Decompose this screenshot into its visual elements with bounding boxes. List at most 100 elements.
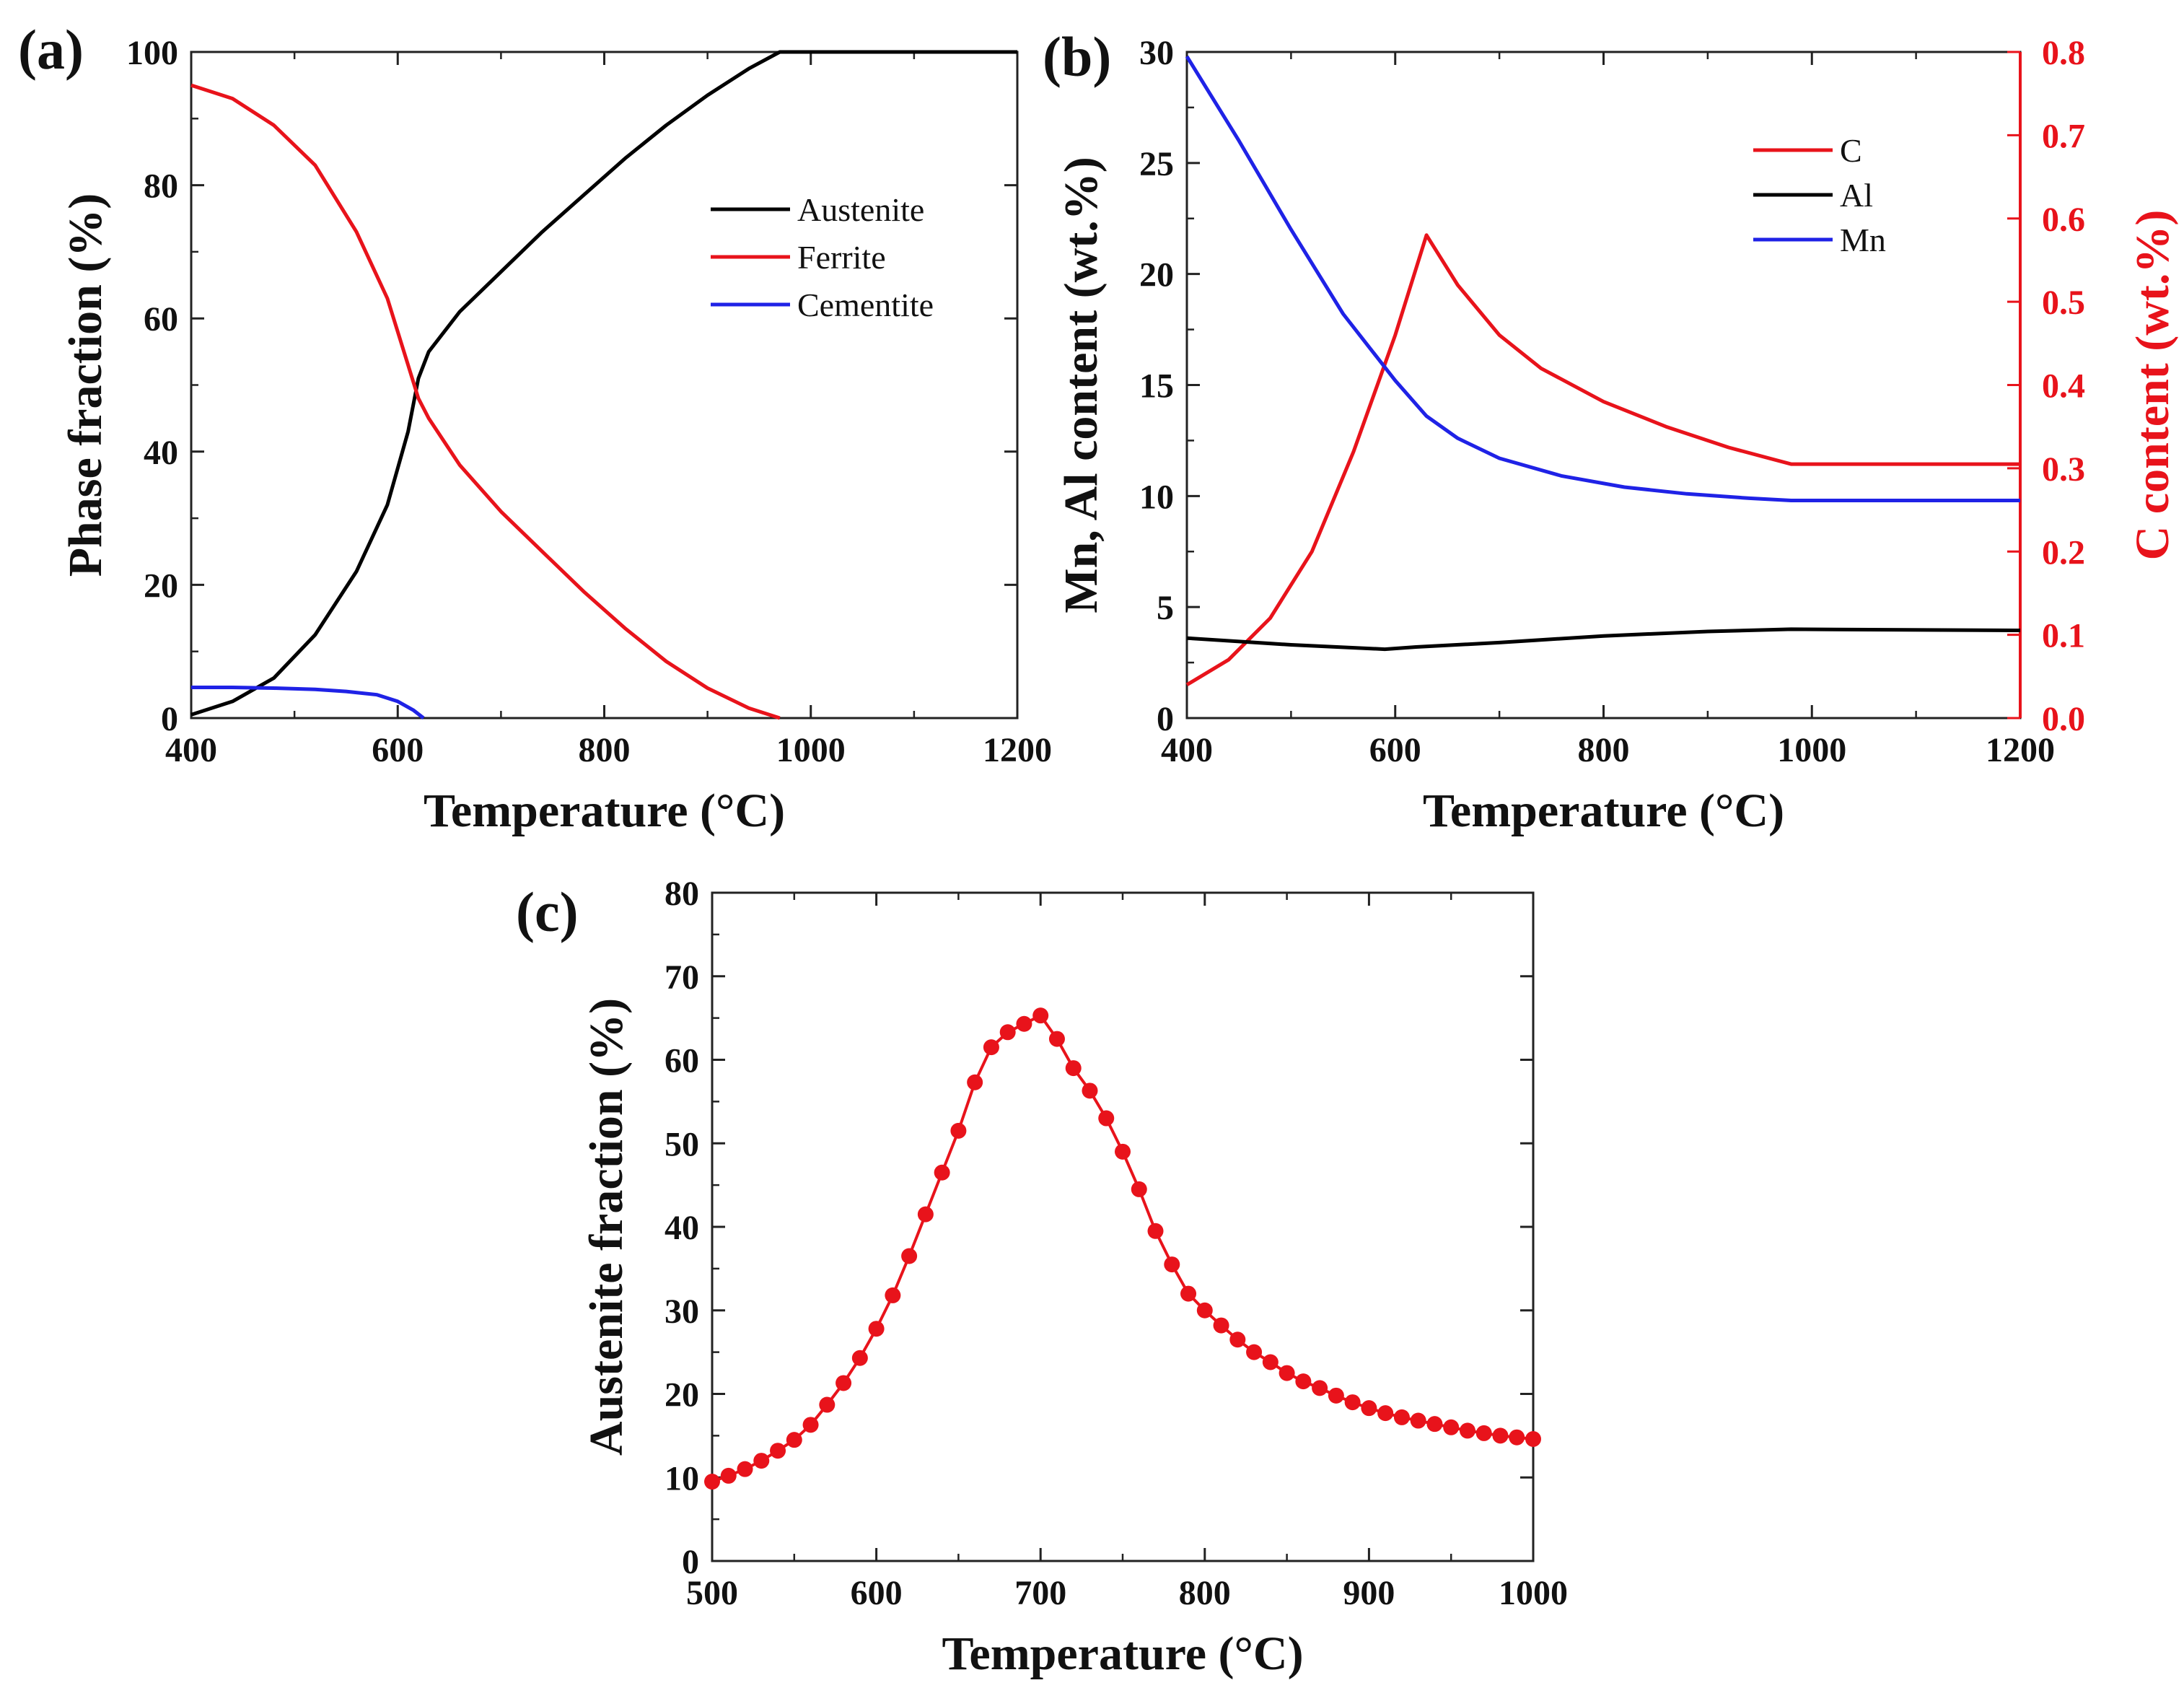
data-point — [1213, 1317, 1229, 1334]
y-tick-label: 40 — [665, 1209, 699, 1247]
x-tick-label: 700 — [1014, 1574, 1066, 1612]
series-line-c — [1185, 233, 2020, 687]
data-point — [1312, 1380, 1328, 1396]
data-point — [1410, 1412, 1426, 1429]
data-point — [770, 1443, 786, 1459]
y-tick-label: 5 — [1157, 589, 1174, 627]
legend-label-ferrite: Ferrite — [797, 239, 886, 276]
data-point — [836, 1375, 852, 1391]
data-point — [1131, 1181, 1147, 1197]
legend-label-c: C — [1840, 132, 1862, 169]
data-point — [1525, 1431, 1541, 1448]
data-point — [917, 1206, 934, 1223]
y-tick-label: 25 — [1139, 145, 1174, 183]
data-point — [1459, 1422, 1475, 1439]
data-point — [1295, 1373, 1312, 1390]
data-point — [1246, 1344, 1263, 1360]
x-tick-label: 800 — [1179, 1574, 1231, 1612]
x-tick-label: 500 — [686, 1574, 738, 1612]
x-tick-label: 1000 — [776, 731, 846, 769]
data-point — [950, 1122, 967, 1139]
panel-label: (b) — [1043, 25, 1111, 88]
x-tick-label: 600 — [1369, 731, 1421, 769]
data-point — [1147, 1223, 1164, 1239]
y-tick-label: 70 — [665, 958, 699, 997]
y-tick-label: 20 — [1139, 256, 1174, 294]
data-point — [1164, 1256, 1180, 1273]
y-tick-label: 10 — [665, 1459, 699, 1497]
y-axis-label: Austenite fraction (%) — [580, 998, 633, 1456]
y2-axis-label: C content (wt.%) — [2126, 210, 2179, 561]
y-tick-label: 80 — [665, 875, 699, 913]
data-point — [720, 1467, 737, 1484]
y-axis-label: Mn, Al content (wt.%) — [1055, 157, 1108, 613]
data-point — [934, 1164, 950, 1181]
panel-label: (c) — [516, 880, 579, 943]
y2-tick-label: 0.8 — [2042, 34, 2085, 72]
x-tick-label: 800 — [579, 731, 631, 769]
x-axis-label: Temperature (°C) — [424, 784, 785, 837]
x-axis-label: Temperature (°C) — [942, 1627, 1303, 1680]
y2-tick-label: 0.0 — [2042, 700, 2085, 738]
data-point — [1426, 1416, 1443, 1433]
legend-label-mn: Mn — [1840, 222, 1886, 258]
data-point — [1180, 1285, 1197, 1302]
data-point — [1098, 1110, 1115, 1127]
x-axis-label: Temperature (°C) — [1423, 784, 1784, 837]
plot-frame — [711, 891, 1535, 1562]
y2-tick-label: 0.7 — [2042, 117, 2085, 155]
x-tick-label: 600 — [851, 1574, 903, 1612]
data-point — [885, 1287, 901, 1303]
x-tick-label: 800 — [1578, 731, 1630, 769]
plot-frame — [1185, 51, 2022, 720]
legend-label-austenite: Austenite — [797, 191, 924, 228]
data-point — [1082, 1083, 1098, 1099]
y-tick-label: 60 — [665, 1042, 699, 1080]
data-point — [1377, 1405, 1394, 1422]
series-line-austenite-fraction — [711, 1014, 1534, 1483]
data-point — [753, 1453, 770, 1469]
y-tick-label: 80 — [144, 167, 178, 206]
data-point — [1016, 1015, 1032, 1032]
x-tick-label: 1000 — [1777, 731, 1846, 769]
y2-tick-label: 0.4 — [2042, 367, 2085, 406]
data-point — [983, 1039, 999, 1056]
x-tick-label: 1000 — [1499, 1574, 1568, 1612]
data-point — [1279, 1365, 1295, 1381]
y-tick-label: 20 — [665, 1376, 699, 1414]
y-tick-label: 40 — [144, 434, 178, 472]
y-tick-label: 30 — [665, 1293, 699, 1331]
data-point — [1361, 1400, 1377, 1417]
x-tick-label: 400 — [165, 731, 217, 769]
panel-a: (a) 400 600 800 1000 1200 0 20 40 60 80 100 Temperat… — [18, 18, 1052, 837]
y-tick-label: 10 — [1139, 478, 1174, 516]
y-axis-label: Phase fraction (%) — [59, 193, 112, 577]
x-tick-label: 1200 — [983, 731, 1052, 769]
data-point — [1196, 1302, 1213, 1319]
data-point — [1492, 1427, 1509, 1444]
data-point — [704, 1474, 720, 1490]
y-tick-label: 60 — [144, 300, 178, 338]
data-point — [1065, 1060, 1082, 1077]
x-tick-label: 900 — [1343, 1574, 1395, 1612]
data-point — [967, 1074, 983, 1090]
data-point — [1328, 1387, 1344, 1404]
panel-c: (c) 500 600 700 800 900 1000 0 10 20 30 40 50 60 70 80 T… — [516, 875, 1568, 1680]
series-line-mn — [1185, 55, 2020, 502]
data-point — [1048, 1031, 1065, 1047]
panel-b: (b) 400 600 800 1000 1200 0 5 10 15 20 25 30 0.0 0.1 0.… — [1043, 25, 2179, 837]
data-point — [1443, 1419, 1460, 1435]
data-point — [868, 1321, 885, 1337]
y2-tick-label: 0.5 — [2042, 284, 2085, 322]
series-line-austenite — [190, 50, 1017, 717]
data-point — [1509, 1429, 1525, 1446]
data-point — [851, 1350, 868, 1366]
data-point — [819, 1396, 836, 1413]
y-tick-label: 0 — [1157, 700, 1174, 738]
y-tick-label: 100 — [126, 34, 178, 72]
series-line-al — [1186, 627, 2021, 652]
data-point — [1032, 1007, 1049, 1024]
series-line-ferrite — [190, 83, 781, 720]
y-tick-label: 50 — [665, 1125, 699, 1163]
